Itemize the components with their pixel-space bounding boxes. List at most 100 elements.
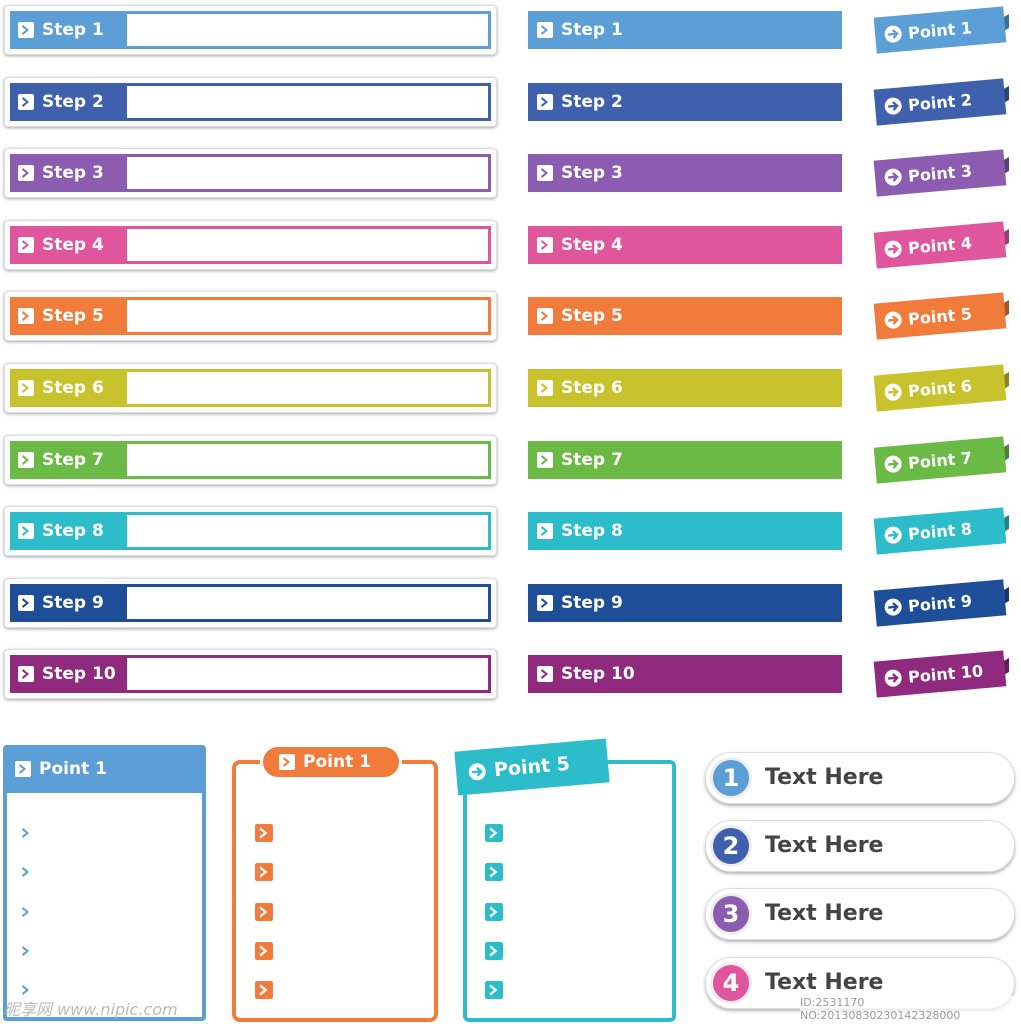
arrow-icon <box>884 383 902 401</box>
point-tag: Point 8 <box>873 507 1007 555</box>
chevron-icon <box>279 754 295 770</box>
step-bar: Step 8 <box>528 512 842 551</box>
step-text: Step 5 <box>561 306 623 327</box>
step-text: Step 3 <box>561 163 623 184</box>
point-tag: Point 3 <box>873 149 1007 197</box>
chevron-icon <box>537 451 553 468</box>
chevron-icon <box>255 824 273 842</box>
chevron-icon <box>18 22 34 38</box>
chevron-icon <box>18 93 34 110</box>
bullet <box>255 942 273 964</box>
panel-header: Point 5 <box>454 738 610 796</box>
step-input <box>127 512 491 551</box>
step-bar: Step 6 <box>528 369 842 407</box>
chevron-icon <box>537 308 553 325</box>
step-label: Step 9 <box>10 583 127 622</box>
arrow-icon <box>884 97 902 115</box>
step-label: Step 1 <box>10 11 127 49</box>
step-input <box>127 154 491 193</box>
chevron-icon <box>15 761 31 777</box>
step-input <box>127 11 491 49</box>
bullet <box>485 824 503 846</box>
step-input <box>127 82 491 121</box>
step-bar: Step 3 <box>528 154 842 193</box>
chevron-icon <box>485 981 503 999</box>
step-text: Step 10 <box>561 664 635 685</box>
step-input <box>127 225 491 264</box>
chevron-icon <box>485 942 503 960</box>
step-input <box>127 655 491 694</box>
bullet <box>485 903 503 925</box>
step-text: Step 4 <box>561 234 623 255</box>
point-tag: Point 1 <box>873 6 1007 54</box>
step-bar: Step 4 <box>528 225 842 264</box>
point-tag: Point 6 <box>873 364 1007 412</box>
panel-header: Point 1 <box>3 745 206 793</box>
item-text: Text Here <box>765 833 884 858</box>
step-text: Step 2 <box>561 91 623 112</box>
chevron-icon <box>537 594 553 611</box>
step-text: Step 1 <box>561 20 623 40</box>
arrow-icon <box>884 25 902 43</box>
point-text: Point 8 <box>907 518 973 544</box>
chevron-icon <box>255 863 273 881</box>
bullet <box>255 824 273 846</box>
step-label: Step 5 <box>10 297 127 336</box>
item-number: 1 <box>710 757 752 799</box>
bullet <box>18 904 34 924</box>
point-tag: Point 9 <box>873 579 1007 627</box>
item-pill <box>705 820 1015 872</box>
chevron-icon <box>537 93 553 110</box>
chevron-icon <box>18 666 34 683</box>
point-text: Point 6 <box>907 375 973 401</box>
step-input <box>127 297 491 336</box>
item-number: 4 <box>710 962 752 1004</box>
step-label: Step 10 <box>10 655 127 694</box>
point-text: Point 2 <box>907 89 973 114</box>
point-text: Point 1 <box>907 17 973 43</box>
step-label: Step 7 <box>10 440 127 479</box>
item-text: Text Here <box>765 901 884 926</box>
chevron-icon <box>18 825 34 841</box>
chevron-icon <box>18 904 34 920</box>
point-tag: Point 10 <box>873 650 1007 698</box>
point-text: Point 9 <box>907 590 973 616</box>
step-bar: Step 9 <box>528 583 842 622</box>
panel-header: Point 1 <box>260 744 402 780</box>
step-text: Step 7 <box>42 449 104 470</box>
chevron-icon <box>255 981 273 999</box>
step-text: Step 2 <box>42 91 104 112</box>
bullet <box>18 864 34 884</box>
step-bar: Step 10 <box>528 655 842 694</box>
bullet <box>485 942 503 964</box>
step-bar: Step 7 <box>528 440 842 479</box>
step-label: Step 2 <box>10 82 127 121</box>
chevron-icon <box>18 236 34 253</box>
bullet <box>255 981 273 1003</box>
step-text: Step 9 <box>561 592 623 613</box>
panel-title: Point 5 <box>493 752 571 782</box>
step-label: Step 3 <box>10 154 127 193</box>
item-number: 3 <box>710 893 752 935</box>
chevron-icon <box>18 165 34 182</box>
step-text: Step 6 <box>561 378 623 398</box>
point-tag: Point 7 <box>873 435 1007 484</box>
bullet <box>18 982 34 1002</box>
step-text: Step 1 <box>42 20 104 40</box>
watermark-id: ID:2531170 NO:20130830230142328000 <box>800 996 1021 1022</box>
step-text: Step 7 <box>561 449 623 470</box>
chevron-icon <box>18 943 34 959</box>
chevron-icon <box>18 451 34 468</box>
point-text: Point 3 <box>907 160 973 186</box>
point-text: Point 5 <box>907 304 973 329</box>
chevron-icon <box>537 22 553 38</box>
panel-title: Point 1 <box>39 759 107 779</box>
chevron-icon <box>485 903 503 921</box>
step-text: Step 8 <box>42 521 104 542</box>
step-input <box>127 369 491 407</box>
item-text: Text Here <box>765 970 884 995</box>
arrow-icon <box>884 598 902 616</box>
chevron-icon <box>537 666 553 683</box>
chevron-icon <box>537 380 553 396</box>
